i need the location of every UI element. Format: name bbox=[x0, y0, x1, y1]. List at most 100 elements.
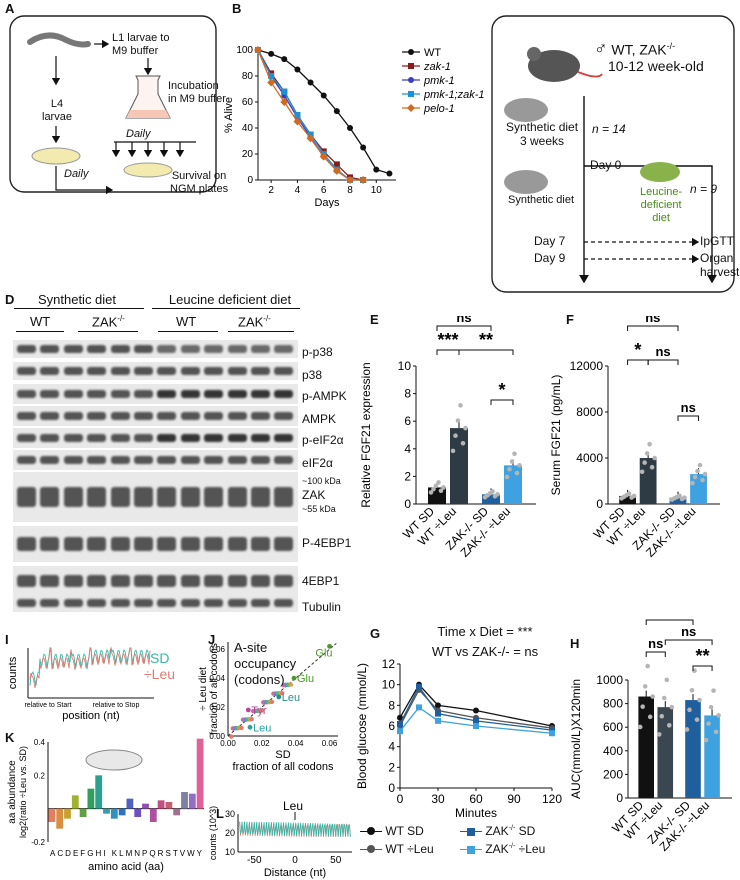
blot-band bbox=[40, 367, 60, 375]
f-dot bbox=[677, 493, 682, 499]
e-sig-zak-text: * bbox=[498, 380, 505, 400]
blot-band bbox=[40, 434, 60, 442]
d-zak-1: ZAK bbox=[92, 314, 118, 330]
blot-band bbox=[40, 390, 60, 398]
b-legend-label: WT bbox=[424, 47, 441, 59]
h-y-tick-label: 1000 bbox=[596, 673, 623, 687]
blot-band bbox=[227, 390, 247, 398]
blot-band bbox=[274, 390, 294, 398]
j-point bbox=[249, 717, 254, 722]
blot-band bbox=[274, 456, 294, 464]
blot-band bbox=[227, 345, 247, 353]
e-dot bbox=[460, 440, 466, 446]
blot-band bbox=[180, 390, 200, 398]
panel-i-counts-chart: counts relative to Start relative to Stopp… bbox=[7, 646, 154, 722]
g-x-tick-label: 30 bbox=[431, 792, 445, 806]
h-sig-zak bbox=[692, 665, 713, 671]
blot-band bbox=[251, 487, 270, 507]
g-point bbox=[549, 730, 555, 737]
c-diet1-line2: 3 weeks bbox=[520, 134, 565, 148]
blot-band bbox=[40, 599, 60, 607]
h-bar-1 bbox=[657, 707, 674, 798]
blot-band bbox=[87, 434, 107, 442]
g-y-tick-label: 12 bbox=[382, 658, 396, 671]
g-legend-wt-leu: WT ÷Leu bbox=[385, 842, 434, 856]
blot-band bbox=[87, 367, 107, 375]
e-bar-1 bbox=[450, 428, 468, 504]
blot-band bbox=[63, 599, 83, 607]
b-x-tick-label: 10 bbox=[371, 185, 383, 196]
g-y-tick-label: 8 bbox=[388, 698, 395, 712]
blot-band bbox=[134, 367, 153, 375]
blot-band bbox=[63, 487, 83, 507]
g-legend-wt-sd: WT SD bbox=[385, 824, 424, 838]
l-y-tick-label: 10 bbox=[225, 847, 235, 857]
blot-band bbox=[180, 456, 200, 464]
c-leu-line2: deficient bbox=[640, 199, 682, 211]
g-point bbox=[435, 702, 441, 709]
panel-label-i: I bbox=[5, 632, 9, 647]
blot-band bbox=[134, 536, 153, 552]
j-point bbox=[259, 708, 265, 713]
e-sig-leu-text: ** bbox=[479, 330, 493, 350]
blot-band bbox=[274, 345, 294, 353]
h-dot bbox=[669, 704, 675, 710]
blot-band bbox=[110, 434, 130, 442]
blot-row-0 bbox=[13, 340, 298, 358]
blot-band bbox=[63, 536, 83, 552]
b-series-line-1 bbox=[257, 49, 364, 181]
g-legend-zak-leu: ZAK bbox=[485, 842, 509, 856]
b-legend-marker bbox=[408, 63, 414, 69]
f-dot bbox=[702, 471, 708, 477]
blot-band bbox=[63, 412, 83, 420]
c-diet1-line1: Synthetic diet bbox=[506, 120, 579, 134]
e-dot bbox=[433, 483, 439, 489]
blot-band bbox=[40, 536, 60, 552]
band-label-p-4ebp1: P-4EBP1 bbox=[302, 536, 352, 550]
b-point bbox=[280, 98, 289, 106]
f-y-tick-label: 0 bbox=[596, 497, 603, 511]
blot-band bbox=[251, 367, 270, 375]
e-dot bbox=[512, 451, 517, 457]
blot-row-2 bbox=[13, 384, 298, 404]
blot-band bbox=[204, 390, 224, 398]
a-survival-line2: NGM plates bbox=[170, 183, 229, 195]
h-bar-2 bbox=[685, 700, 701, 798]
j-x-tick-label: 0.04 bbox=[288, 739, 304, 748]
blot-band bbox=[87, 536, 107, 552]
band-label-p-eif2a: p-eIF2α bbox=[302, 433, 344, 447]
b-x-tick-label: 6 bbox=[321, 185, 327, 196]
b-point bbox=[268, 50, 275, 57]
b-legend-label: pmk-1;zak-1 bbox=[423, 89, 484, 101]
h-dot bbox=[706, 721, 711, 726]
panel-label-d: D bbox=[5, 292, 15, 307]
e-dot bbox=[507, 466, 512, 472]
blot-band bbox=[157, 434, 177, 442]
panel-label-h: H bbox=[570, 636, 580, 651]
c-n14: n = 14 bbox=[592, 122, 626, 136]
a-l1-line1: L1 larvae to bbox=[112, 32, 170, 44]
band-label-55kda: ~55 kDa bbox=[302, 504, 336, 514]
k-y-tick-label: 0.2 bbox=[34, 771, 46, 780]
g-legend-zak-sd-sup: -/- bbox=[508, 825, 516, 832]
j-title-line3: (codons) bbox=[234, 672, 285, 687]
j-point bbox=[279, 690, 285, 696]
blot-band bbox=[110, 487, 130, 507]
b-series-line-2 bbox=[257, 49, 364, 181]
h-dot bbox=[642, 684, 648, 689]
f-dot bbox=[644, 451, 650, 456]
blot-band bbox=[87, 575, 107, 587]
c-ipgtt: IpGTT bbox=[700, 234, 735, 248]
k-bar-H bbox=[95, 775, 103, 809]
e-sig-ns-text: ns bbox=[456, 316, 471, 325]
j-labeled-point bbox=[327, 643, 332, 649]
g-y-tick-label: 0 bbox=[388, 781, 395, 795]
f-dot bbox=[652, 455, 657, 461]
h-dot bbox=[711, 688, 716, 693]
mouse-icon bbox=[528, 50, 580, 82]
blot-band bbox=[17, 390, 36, 398]
h-dot bbox=[716, 713, 721, 718]
blot-band bbox=[134, 412, 153, 420]
blot-band bbox=[87, 412, 107, 420]
